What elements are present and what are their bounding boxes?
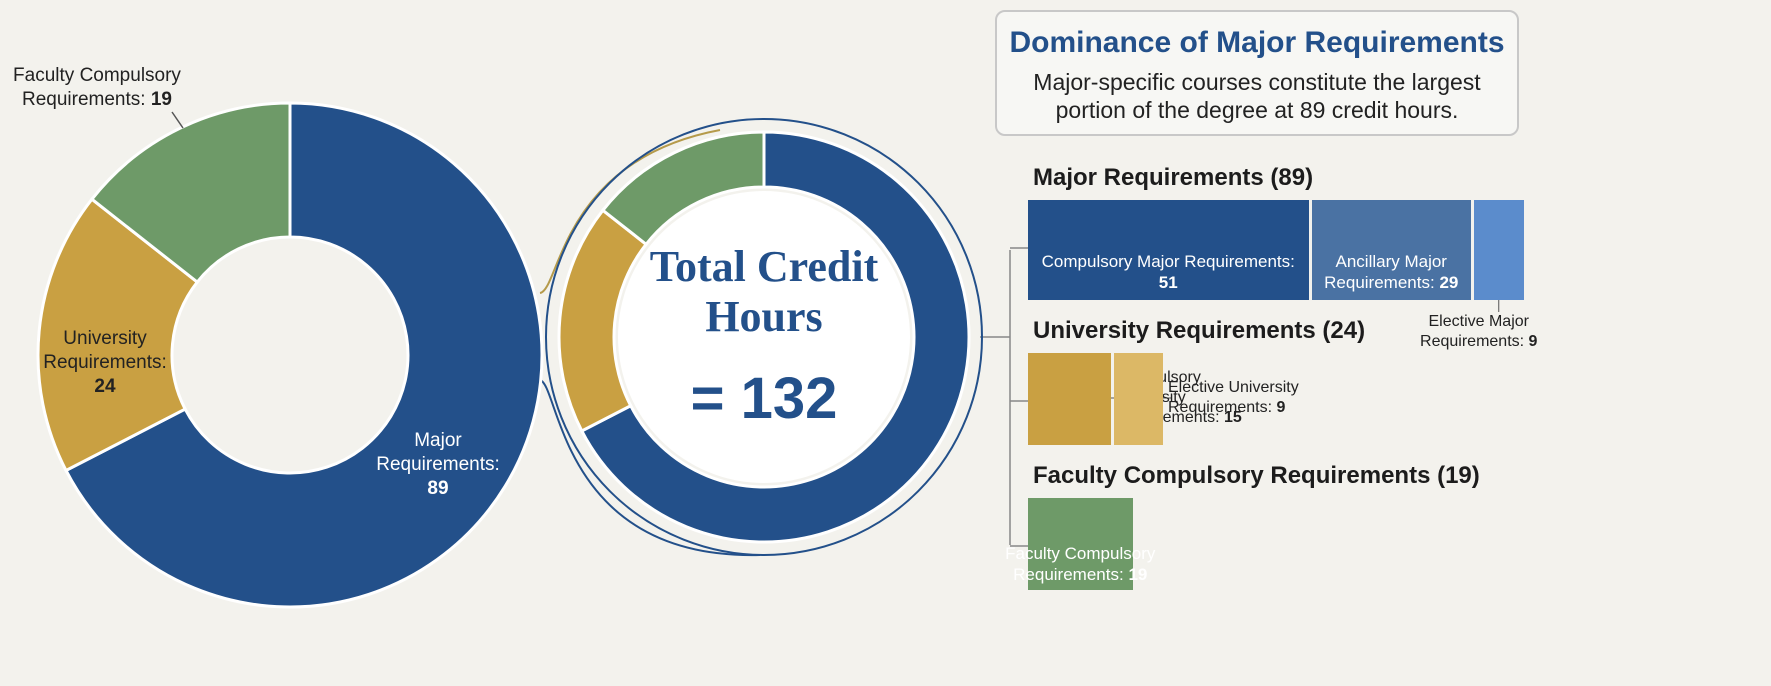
cell-value: 9 xyxy=(1276,399,1286,416)
center-title: Total Credit Hours xyxy=(649,242,879,341)
connector xyxy=(539,129,721,294)
cell-value: 51 xyxy=(1158,273,1178,292)
leader-line xyxy=(171,111,184,129)
center-total: = 132 xyxy=(690,366,838,431)
donut-segment xyxy=(579,130,971,544)
donut-segment xyxy=(36,197,200,473)
cell-label: Compulsory Major Requirements: 51 xyxy=(1033,251,1304,293)
connector xyxy=(539,379,761,557)
segment-value: 89 xyxy=(427,478,449,499)
treemap-cell xyxy=(1028,200,1309,300)
segment-label: University Requirements: 24 xyxy=(38,327,173,399)
donut-segment xyxy=(63,101,544,609)
segment-label: Major Requirements: 89 xyxy=(368,429,508,501)
panel-text: Major-specific courses constitute the la… xyxy=(1033,69,1481,123)
segment-name: Major Requirements: xyxy=(376,430,500,475)
segment-label: Faculty Compulsory Requirements: 19 xyxy=(5,64,190,112)
group-heading: University Requirements (24) xyxy=(1033,317,1366,344)
treemap-cell xyxy=(1028,353,1111,445)
title-box: Dominance of Major Requirements Major-sp… xyxy=(995,10,1519,136)
segment-name: University Requirements: xyxy=(43,328,167,373)
group-heading: Faculty Compulsory Requirements (19) xyxy=(1033,462,1480,489)
cell-name: Compulsory Major Requirements: xyxy=(1041,252,1295,271)
cell-label: Elective University Requirements: 9 xyxy=(1168,378,1318,418)
panel-title: Dominance of Major Requirements xyxy=(1009,26,1505,59)
cell-name: Faculty Compulsory Requirements: xyxy=(1005,544,1156,584)
outer-ring xyxy=(545,118,983,556)
treemap-cell xyxy=(1113,353,1163,445)
donut-segment xyxy=(89,101,292,285)
donut-segment xyxy=(600,130,766,247)
cell-name: Elective Major Requirements: xyxy=(1420,313,1529,350)
cell-name: Ancillary Major Requirements: xyxy=(1324,252,1447,292)
cell-label: Ancillary Major Requirements: 29 xyxy=(1306,251,1476,293)
center xyxy=(618,191,910,483)
treemap-cell xyxy=(1311,200,1471,300)
treemap-cell xyxy=(1028,498,1133,590)
group-heading: Major Requirements (89) xyxy=(1033,164,1314,191)
segment-value: 24 xyxy=(94,376,116,397)
cell-value: 29 xyxy=(1439,273,1459,292)
cell-value: 19 xyxy=(1128,565,1148,584)
segment-name: Faculty Compulsory Requirements: xyxy=(13,65,181,110)
cell-value: 15 xyxy=(1224,409,1242,426)
cell-label: Faculty Compulsory Requirements: 19 xyxy=(995,543,1165,585)
treemap-cell xyxy=(1474,200,1524,300)
segment-value: 19 xyxy=(150,89,172,110)
cell-name: Elective University Requirements: xyxy=(1168,379,1299,416)
cell-label: Elective Major Requirements: 9 xyxy=(1409,312,1549,352)
cell-value: 9 xyxy=(1528,333,1538,350)
